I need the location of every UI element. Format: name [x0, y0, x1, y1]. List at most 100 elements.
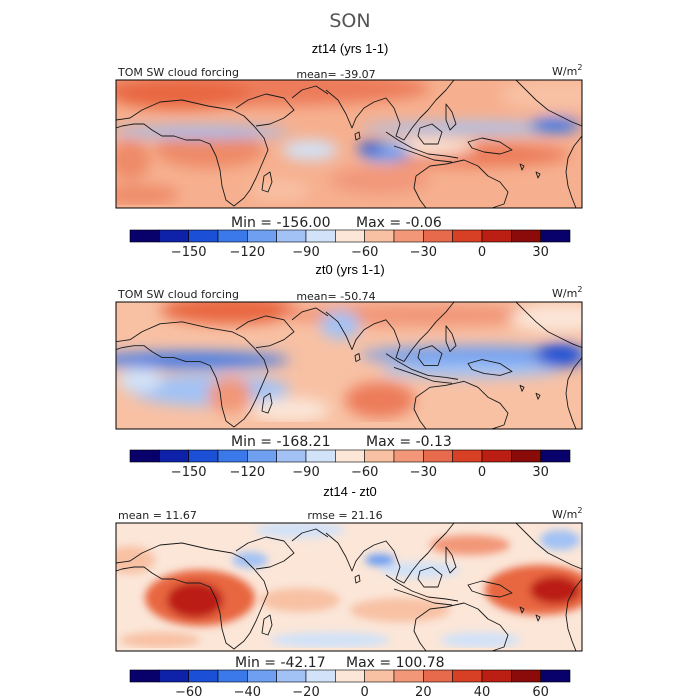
colorbar-2-segment-11 [452, 449, 483, 463]
panel-2-map [116, 302, 582, 429]
panel-3-frame [115, 522, 583, 652]
colorbar-3-segment-1 [159, 669, 189, 683]
colorbar-2-tick-label: −150 [171, 465, 207, 480]
colorbar-3-segment-3 [217, 669, 248, 683]
panel-2-max: Max = -0.13 [366, 434, 452, 450]
colorbar-1-tick-label: −60 [351, 245, 378, 260]
colorbar-3-segment-5 [276, 669, 307, 683]
colorbar-1-segment-7 [335, 229, 365, 243]
colorbar-3-tick-label: −60 [175, 685, 202, 700]
colorbar-1-segment-1 [159, 229, 189, 243]
panel-1: zt14 (yrs 1-1) TOM SW cloud forcing mean… [115, 41, 583, 260]
colorbar-3-segment-6 [305, 669, 336, 683]
colorbar-1-segment-4 [247, 229, 277, 243]
colorbar-2-segment-3 [217, 449, 248, 463]
colorbar-1-tick-label: −90 [292, 245, 319, 260]
colorbar-1-tick-label: 30 [532, 245, 549, 260]
panel-2-colorbar: −150 −120 −90 −60 −30 0 30 [129, 449, 571, 480]
colorbar-1-segment-10 [423, 229, 453, 243]
panel-1-map [116, 80, 582, 208]
panel-1-max: Max = -0.06 [356, 215, 442, 231]
panel-1-field [116, 80, 582, 205]
panel-2-left-label: TOM SW cloud forcing [117, 288, 239, 301]
colorbar-2-segment-5 [276, 449, 307, 463]
colorbar-1-segment-13 [511, 229, 541, 243]
colorbar-2-segment-8 [364, 449, 395, 463]
colorbar-3-tick-label: −20 [292, 685, 319, 700]
panel-3: zt14 - zt0 mean = 11.67 rmse = 21.16 W/m… [115, 484, 583, 700]
colorbar-3-tick-label: 0 [361, 685, 369, 700]
colorbar-2-segment-9 [393, 449, 424, 463]
panel-1-mean-label: mean= -39.07 [296, 68, 375, 81]
colorbar-3-tick-label: −40 [234, 685, 261, 700]
figure-title: SON [329, 10, 370, 32]
colorbar-2-segment-10 [423, 449, 453, 463]
colorbar-2-segment-13 [511, 449, 541, 463]
panel-2: zt0 (yrs 1-1) TOM SW cloud forcing mean=… [115, 262, 583, 480]
colorbar-3-tick-label: 40 [474, 685, 491, 700]
colorbar-1-segment-8 [364, 229, 395, 243]
colorbar-3-tick-label: 20 [415, 685, 432, 700]
colorbar-2-segment-7 [335, 449, 365, 463]
colorbar-1-tick-label: −120 [229, 245, 265, 260]
colorbar-1-tick-label: −30 [410, 245, 437, 260]
colorbar-3-segment-14 [540, 669, 571, 683]
colorbar-1-segment-3 [217, 229, 248, 243]
panel-3-colorbar: −60 −40 −20 0 20 40 60 [129, 669, 571, 700]
colorbar-2-segment-4 [247, 449, 277, 463]
colorbar-3-segment-13 [511, 669, 541, 683]
colorbar-2-segment-12 [481, 449, 512, 463]
colorbar-3-segment-2 [188, 669, 219, 683]
panel-3-min: Min = -42.17 [235, 655, 326, 671]
colorbar-2-segment-6 [305, 449, 336, 463]
colorbar-3-segment-10 [423, 669, 453, 683]
panel-1-min: Min = -156.00 [231, 215, 331, 231]
colorbar-2-tick-label: 0 [478, 465, 486, 480]
colorbar-1-segment-9 [393, 229, 424, 243]
colorbar-1-segment-5 [276, 229, 307, 243]
colorbar-3-tick-label: 60 [532, 685, 549, 700]
colorbar-1-segment-6 [305, 229, 336, 243]
colorbar-2-segment-0 [129, 449, 160, 463]
panel-2-mean-label: mean= -50.74 [296, 290, 375, 303]
colorbar-3-segment-7 [335, 669, 365, 683]
colorbar-1-tick-label: 0 [478, 245, 486, 260]
panel-2-units: W/m2 [552, 285, 582, 300]
panel-1-left-label: TOM SW cloud forcing [117, 66, 239, 79]
panel-1-frame [115, 79, 583, 209]
colorbar-3-segment-0 [129, 669, 160, 683]
colorbar-2-segment-2 [188, 449, 219, 463]
panel-3-title: zt14 - zt0 [323, 484, 376, 499]
colorbar-1-tick-label: −150 [171, 245, 207, 260]
colorbar-3-segment-8 [364, 669, 395, 683]
colorbar-1-segment-12 [481, 229, 512, 243]
colorbar-2-tick-label: −30 [410, 465, 437, 480]
panel-2-title: zt0 (yrs 1-1) [315, 262, 384, 277]
panel-3-field [116, 523, 582, 648]
colorbar-3-segment-12 [481, 669, 512, 683]
colorbar-1-segment-0 [129, 229, 160, 243]
colorbar-3-segment-11 [452, 669, 483, 683]
panel-2-min: Min = -168.21 [231, 434, 331, 450]
panel-2-frame [115, 301, 583, 430]
panel-3-units: W/m2 [552, 506, 582, 521]
panel-1-colorbar: −150 −120 −90 −60 −30 0 30 [129, 229, 571, 260]
panel-3-max: Max = 100.78 [346, 655, 445, 671]
colorbar-2-segment-1 [159, 449, 189, 463]
panel-3-map [116, 523, 582, 651]
colorbar-3-segment-4 [247, 669, 277, 683]
colorbar-1-segment-11 [452, 229, 483, 243]
panel-2-field [116, 302, 582, 422]
colorbar-2-tick-label: −90 [292, 465, 319, 480]
panel-3-mean-label: mean = 11.67 [118, 509, 197, 522]
colorbar-1-segment-14 [540, 229, 571, 243]
colorbar-3-segment-9 [393, 669, 424, 683]
colorbar-2-tick-label: 30 [532, 465, 549, 480]
panel-1-units: W/m2 [552, 63, 582, 78]
colorbar-1-segment-2 [188, 229, 219, 243]
colorbar-2-tick-label: −120 [229, 465, 265, 480]
panel-3-rmse-label: rmse = 21.16 [307, 509, 382, 522]
colorbar-2-segment-14 [540, 449, 571, 463]
panel-1-title: zt14 (yrs 1-1) [312, 41, 389, 56]
